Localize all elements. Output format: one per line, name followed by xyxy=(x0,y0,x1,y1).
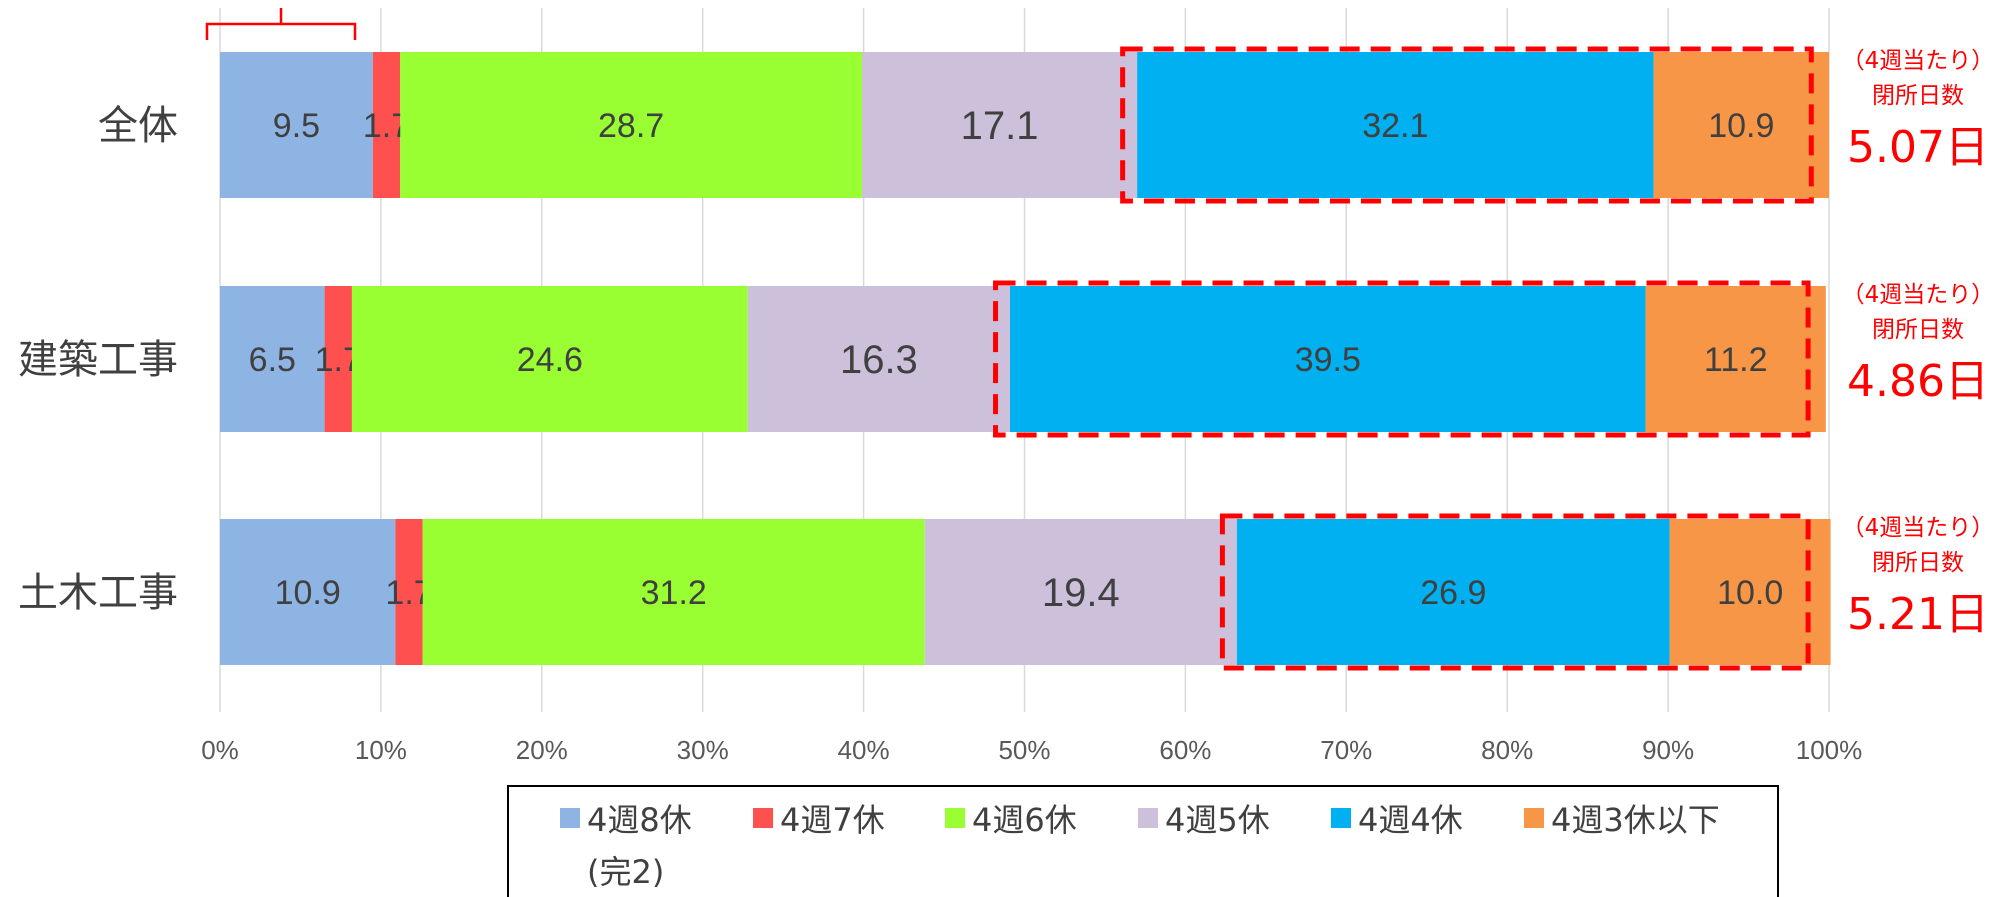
x-tick-label: 50% xyxy=(998,735,1050,765)
bar-segment xyxy=(422,519,925,665)
x-tick-label: 30% xyxy=(677,735,729,765)
legend-swatch xyxy=(1331,808,1351,828)
closure-label-line2: 閉所日数 xyxy=(1872,317,1964,343)
x-tick-label: 40% xyxy=(838,735,890,765)
bar-segment xyxy=(220,519,396,665)
bar-segment xyxy=(1236,519,1670,665)
legend-label: 4週5休 xyxy=(1165,801,1270,839)
bar-segment xyxy=(1010,286,1646,432)
bar-segment xyxy=(1137,52,1654,198)
legend-label: 4週6休 xyxy=(972,801,1077,839)
bar-segment xyxy=(1645,286,1826,432)
category-label: 全体 xyxy=(98,103,178,149)
bar-segment xyxy=(1653,52,1829,198)
dashed-highlight-box xyxy=(1219,513,1811,671)
highlight-boxes xyxy=(993,46,1814,671)
data-label: 19.4 xyxy=(1042,571,1120,615)
legend-label-line2: (完2) xyxy=(587,853,664,891)
bar-segment xyxy=(351,286,748,432)
x-tick-label: 70% xyxy=(1320,735,1372,765)
dashed-highlight-box xyxy=(1120,46,1814,204)
dashed-highlight-box xyxy=(993,280,1811,438)
legend-swatch xyxy=(945,808,965,828)
legend-swatch xyxy=(753,808,773,828)
x-tick-label: 60% xyxy=(1159,735,1211,765)
data-label: 11.2 xyxy=(1704,341,1768,379)
data-label: 6.5 xyxy=(249,341,296,379)
bracket xyxy=(205,8,357,40)
closure-label-line1: （4週当たり） xyxy=(1842,282,1995,308)
data-label: 39.5 xyxy=(1295,341,1361,379)
data-label: 32.1 xyxy=(1362,107,1428,145)
closure-label-line1: （4週当たり） xyxy=(1842,48,1995,74)
legend-swatch xyxy=(560,808,580,828)
closure-days-value: 4.86日 xyxy=(1847,356,1989,407)
legend-label: 4週7休 xyxy=(780,801,885,839)
data-label: 10.0 xyxy=(1717,574,1783,612)
category-label: 建築工事 xyxy=(18,337,178,383)
closure-label-line2: 閉所日数 xyxy=(1872,83,1964,109)
bar-segment xyxy=(324,286,352,432)
data-label: 16.3 xyxy=(840,338,918,382)
bar-segment xyxy=(747,286,1011,432)
x-axis-tick-labels: 0% 10% 20% 30% 40% 50% 60% 70% 80% 90% 100% xyxy=(201,735,1862,765)
bar-segment xyxy=(220,52,373,198)
closure-days-value: 5.21日 xyxy=(1847,589,1989,640)
legend-label: 4週3休以下 xyxy=(1551,801,1720,839)
x-tick-label: 10% xyxy=(355,735,407,765)
data-label: 31.2 xyxy=(641,574,707,612)
category-label: 土木工事 xyxy=(18,570,178,616)
bar-segment xyxy=(372,52,401,198)
data-label: 10.9 xyxy=(1708,107,1774,145)
data-label: 9.5 xyxy=(273,107,320,145)
legend-swatch xyxy=(1524,808,1544,828)
bar-segment xyxy=(395,519,423,665)
x-tick-label: 100% xyxy=(1796,735,1863,765)
legend-swatch xyxy=(1138,808,1158,828)
data-label: 26.9 xyxy=(1420,574,1486,612)
legend-frame xyxy=(507,785,1779,897)
bars: 9.5 1.7 28.7 17.1 32.1 10.96.5 1.7 24.6 16.3 39.5… xyxy=(220,52,1831,665)
closure-label-line1: （4週当たり） xyxy=(1842,515,1995,541)
bar-segment xyxy=(861,52,1138,198)
x-tick-label: 20% xyxy=(516,735,568,765)
closure-days-value: 5.07日 xyxy=(1847,122,1989,173)
bar-segment xyxy=(924,519,1237,665)
closure-label-line2: 閉所日数 xyxy=(1872,550,1964,576)
data-label: 10.9 xyxy=(275,574,341,612)
data-label: 24.6 xyxy=(517,341,583,379)
bar-segment xyxy=(400,52,862,198)
bar-segment xyxy=(220,286,325,432)
closure-annotations: （4週当たり） 閉所日数 5.07日 （4週当たり） 閉所日数 4.86日 （4週当たり） 閉… xyxy=(1842,48,1995,640)
data-label: 28.7 xyxy=(598,107,664,145)
legend-label: 4週8休 xyxy=(587,801,692,839)
x-tick-label: 0% xyxy=(201,735,239,765)
x-tick-label: 80% xyxy=(1481,735,1533,765)
legend-label: 4週4休 xyxy=(1358,801,1463,839)
x-tick-label: 90% xyxy=(1642,735,1694,765)
legend: 4週8休 (完2) 4週7休 4週6休 4週5休 4週4休 4週3休以下 xyxy=(507,785,1779,897)
bar-segment xyxy=(1669,519,1831,665)
top-bracket xyxy=(205,8,357,40)
data-label: 17.1 xyxy=(961,104,1039,148)
